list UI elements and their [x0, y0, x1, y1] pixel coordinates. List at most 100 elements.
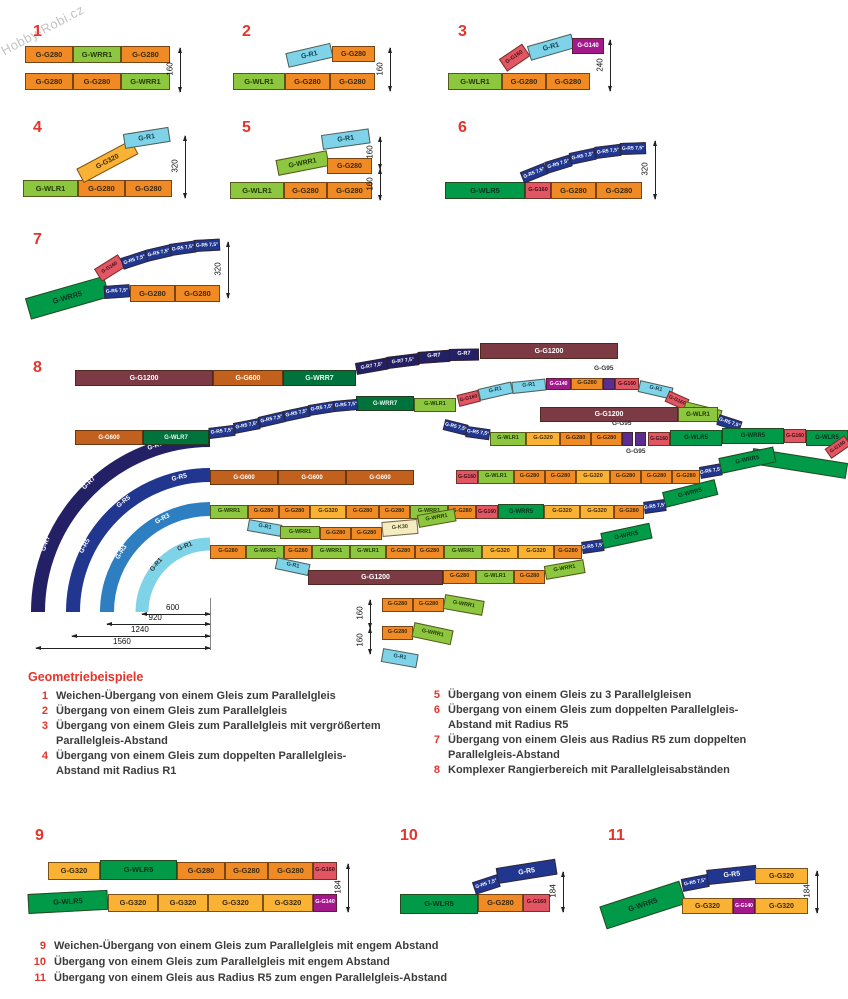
- track-segment-g-wrr1: G-WRR1: [312, 545, 350, 559]
- legend-item-text: Übergang von einem Gleis zum Parallelgle…: [56, 719, 381, 749]
- track-segment-g-wlr1: G-WLR1: [414, 398, 456, 412]
- track-segment-g-g320: G-G320: [526, 432, 560, 446]
- track-segment-g-g320: G-G320: [518, 545, 554, 559]
- dimension-line: [346, 863, 350, 913]
- track-segment-g-wlr5: G-WLR5: [445, 182, 525, 199]
- track-segment-g-g320: G-G320: [108, 894, 158, 912]
- track-arc-r5: [66, 468, 211, 613]
- track-segment-g-wrr1: G-WRR1: [73, 46, 121, 63]
- legend-item-number: 6: [433, 704, 440, 716]
- track-segment-g-g280: G-G280: [502, 73, 546, 90]
- legend-text-line: Abstand mit Radius R5: [448, 719, 569, 731]
- track-segment-g-g320: G-G320: [544, 505, 580, 519]
- track-segment-g-g320: G-G320: [755, 898, 808, 914]
- dimension-line: [815, 870, 819, 914]
- track-segment-g-g280: G-G280: [25, 73, 73, 90]
- dimension-label: 160: [165, 62, 175, 76]
- track-segment-g-g140: G-G140: [733, 898, 755, 914]
- legend-item: 9 Weichen-Übergang von einem Gleis zum Pa…: [26, 938, 546, 954]
- legend-text-line: Übergang von einem Gleis zum doppelten P…: [448, 704, 739, 716]
- track-segment-blank: [635, 432, 646, 446]
- dimension-label: 320: [640, 162, 650, 176]
- dimension-line: [608, 39, 612, 92]
- track-segment-g-g280: G-G280: [121, 46, 170, 63]
- track-segment-g-wrr5: G-WRR5: [498, 504, 544, 519]
- legend-text-line: Übergang von einem Gleis aus Radius R5 z…: [448, 734, 747, 746]
- track-segment-g-wlr1: G-WLR1: [476, 570, 514, 584]
- track-segment-g-g280: G-G280: [332, 46, 375, 62]
- legend-text-line: Übergang von einem Gleis zum doppelten P…: [56, 750, 347, 762]
- dimension-line: [226, 241, 230, 299]
- track-segment-g-g280: G-G280: [248, 505, 279, 519]
- track-segment-g-g160: G-G160: [615, 378, 639, 390]
- track-segment-g-r5-7-5-: G-R5 7,5°: [193, 238, 221, 252]
- track-segment-g-g600: G-G600: [213, 370, 283, 386]
- example-number: 9: [35, 827, 44, 844]
- legend-item-number: 7: [433, 734, 440, 746]
- track-segment-g-g280: G-G280: [330, 73, 375, 90]
- legend-text-line: Übergang von einem Gleis zum Parallelgle…: [56, 705, 288, 717]
- legend-item: 1 Weichen-Übergang von einem Gleis zum Pa…: [28, 689, 418, 704]
- track-segment-g-g280: G-G280: [614, 505, 644, 519]
- track-segment-g-g280: G-G280: [382, 626, 413, 640]
- example-number: 1: [33, 23, 42, 40]
- legend-item-number: 5: [433, 689, 440, 701]
- track-segment-g-g320: G-G320: [263, 894, 313, 912]
- track-segment-g-wrr7: G-WRR7: [283, 370, 356, 386]
- track-segment-g-g280: G-G280: [382, 598, 413, 612]
- dimension-line: [35, 646, 211, 650]
- legend-text-line: Weichen-Übergang von einem Gleis zum Par…: [56, 690, 336, 702]
- track-segment-g-wlr5: G-WLR5: [100, 860, 177, 880]
- track-segment-g-g280: G-G280: [320, 527, 351, 540]
- example-number: 10: [400, 827, 418, 844]
- track-segment-g-g320: G-G320: [310, 505, 346, 519]
- track-segment-g-g280: G-G280: [225, 862, 268, 880]
- track-segment-g-g280: G-G280: [413, 598, 444, 612]
- legend-item-number: 11: [34, 972, 46, 984]
- legend-item: 4 Übergang von einem Gleis zum doppelten …: [28, 749, 418, 779]
- track-segment-blank: [622, 432, 633, 446]
- example-number: 5: [242, 119, 251, 136]
- track-segment-g-g280: G-G280: [478, 894, 523, 912]
- legend-item-number: 1: [41, 690, 48, 702]
- track-segment-g-wlr7: G-WLR7: [143, 430, 209, 445]
- example-number: 3: [458, 23, 467, 40]
- track-segment-g-r5-7-5-: G-R5 7,5°: [619, 142, 647, 155]
- legend-text-line: Übergang von einem Gleis zum Parallelgle…: [54, 956, 390, 968]
- dimension-line: [368, 627, 372, 655]
- track-segment-g-g320: G-G320: [682, 898, 733, 914]
- track-segment-g-wlr5: G-WLR5: [670, 430, 722, 446]
- track-segment-g-r7: G-R7: [417, 349, 451, 364]
- track-segment-g-g280: G-G280: [177, 862, 225, 880]
- legend-text-line: Weichen-Übergang von einem Gleis zum Par…: [54, 940, 439, 952]
- track-segment-g-g280: G-G280: [610, 470, 641, 484]
- track-segment-g-g280: G-G280: [327, 158, 372, 174]
- track-arc-r7: [31, 433, 211, 613]
- track-segment-g-g280: G-G280: [268, 862, 313, 880]
- legend-item-text: Übergang von einem Gleis zu 3 Parallelgl…: [448, 688, 691, 703]
- track-segment-g-g320: G-G320: [158, 894, 208, 912]
- track-segment-g-wlr1: G-WLR1: [478, 470, 514, 484]
- track-label: G-G95: [612, 420, 632, 427]
- dimension-label: 320: [213, 262, 223, 276]
- track-segment-g-g1200: G-G1200: [308, 570, 443, 585]
- legend-text-line: Parallelgleis-Abstand: [448, 749, 560, 761]
- dimension-label: 920: [148, 613, 162, 622]
- dimension-line: [141, 612, 211, 616]
- legend-item: 5 Übergang von einem Gleis zu 3 Parallelg…: [420, 688, 820, 703]
- track-label: G-G95: [594, 365, 614, 372]
- legend-item-text: Übergang von einem Gleis zum Parallelgle…: [54, 954, 390, 970]
- dimension-label: 160: [365, 176, 375, 191]
- legend-item-number: 9: [39, 940, 46, 952]
- track-arc-r1: [135, 537, 211, 613]
- track-arc-r3: [100, 502, 211, 613]
- track-segment-g-g600: G-G600: [278, 470, 346, 485]
- track-segment-g-g280: G-G280: [279, 505, 310, 519]
- track-segment-g-g600: G-G600: [75, 430, 143, 445]
- dimension-label: 160: [375, 61, 385, 76]
- dimension-label: 600: [166, 603, 180, 612]
- example-number: 2: [242, 23, 251, 40]
- track-segment-g-g320: G-G320: [208, 894, 263, 912]
- track-segment-g-wlr1: G-WLR1: [233, 73, 285, 90]
